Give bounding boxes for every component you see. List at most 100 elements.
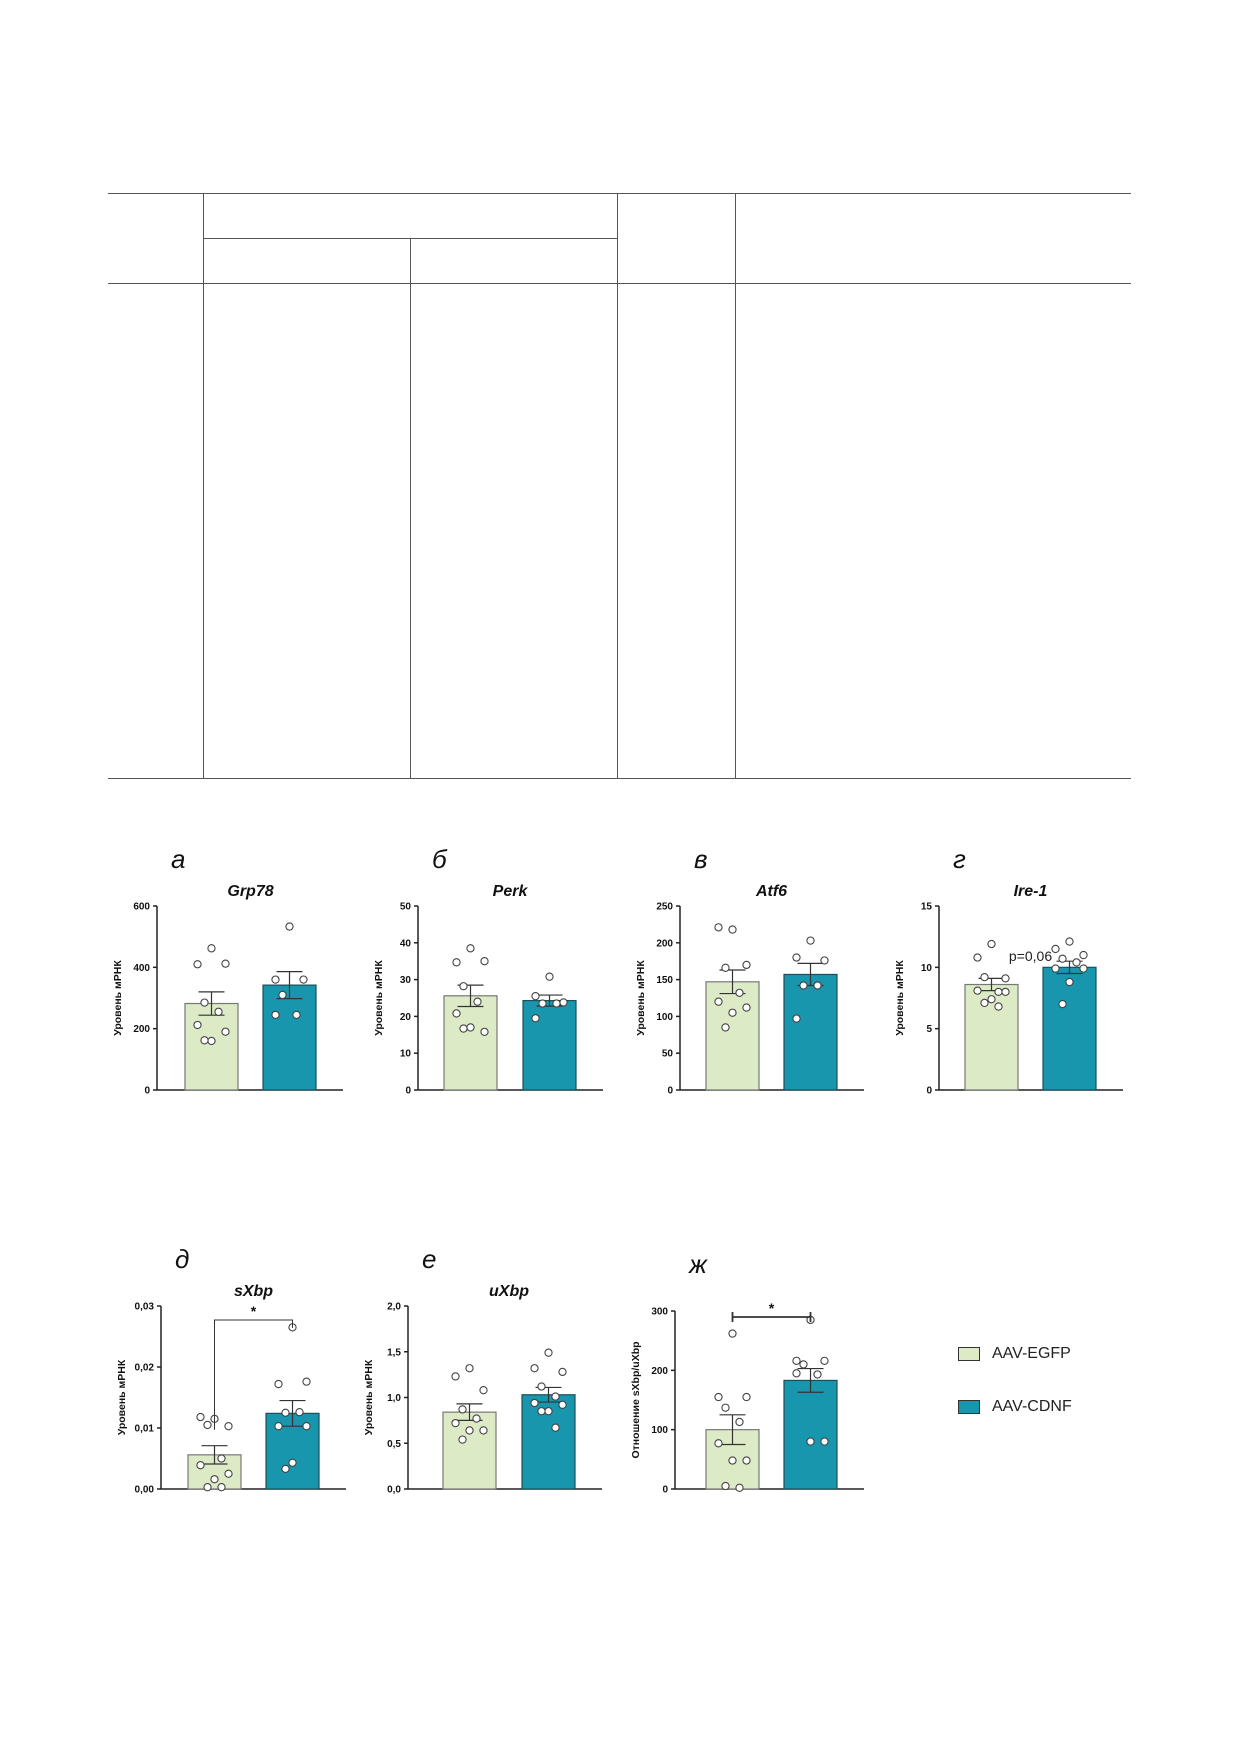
- panel-letter: а: [171, 844, 185, 874]
- data-point: [799, 981, 808, 990]
- y-tick-label: 0: [405, 1086, 411, 1097]
- data-point: [472, 1414, 481, 1423]
- data-point: [451, 1418, 460, 1428]
- data-point: [799, 1360, 808, 1369]
- data-point: [820, 1437, 829, 1446]
- y-axis-label: Уровень мРНК: [116, 1359, 128, 1435]
- data-point: [1051, 944, 1060, 954]
- data-point: [466, 1023, 475, 1032]
- y-tick-label: 0,0: [387, 1485, 401, 1496]
- legend-item-egfp: AAV-EGFP: [958, 1345, 1071, 1363]
- y-tick-label: 0,00: [135, 1485, 155, 1496]
- legend-swatch: [958, 1347, 980, 1361]
- chart-perk: б Perk 0 10 20 30 40 50 Уровень мРНК: [373, 844, 603, 1097]
- data-point: [196, 1412, 205, 1422]
- data-point: [1051, 964, 1060, 973]
- data-point: [813, 981, 822, 990]
- data-point: [452, 958, 461, 967]
- data-point: [299, 975, 308, 984]
- y-tick-label: 0,01: [135, 1424, 155, 1435]
- y-tick-label: 250: [656, 902, 673, 913]
- data-point: [458, 1405, 467, 1414]
- data-point: [820, 1356, 829, 1365]
- data-point: [530, 1364, 539, 1373]
- y-tick-label: 1,5: [387, 1347, 401, 1358]
- data-point: [714, 923, 723, 932]
- legend-label: AAV-EGFP: [992, 1345, 1071, 1362]
- data-point: [459, 982, 468, 991]
- chart-grp78: а Grp78 0 200 400 600 Уровень мРНК: [112, 844, 343, 1097]
- data-point: [994, 1002, 1003, 1011]
- chart-title: uXbp: [489, 1283, 529, 1300]
- data-point: [203, 1420, 212, 1430]
- y-axis-label: Отношение sXbp/uXbp: [630, 1341, 642, 1458]
- y-tick-label: 1,0: [387, 1393, 401, 1404]
- bar-cdnf: [783, 973, 838, 1091]
- data-point: [224, 1422, 233, 1431]
- y-tick-label: 40: [400, 938, 412, 949]
- y-tick-label: 0: [926, 1086, 932, 1097]
- chart-title: sXbp: [234, 1283, 273, 1300]
- legend-label: AAV-CDNF: [992, 1398, 1072, 1415]
- data-point: [452, 1009, 461, 1018]
- data-point: [735, 1483, 744, 1492]
- data-point: [973, 986, 982, 995]
- data-point: [792, 1014, 801, 1023]
- data-point: [1079, 950, 1088, 960]
- data-point: [479, 1426, 488, 1435]
- y-tick-label: 200: [133, 1024, 150, 1035]
- data-point: [728, 1329, 737, 1338]
- data-point: [728, 1456, 737, 1465]
- y-tick-label: 200: [651, 1366, 668, 1377]
- bar-cdnf: [522, 999, 577, 1091]
- y-tick-label: 30: [400, 975, 412, 986]
- significance-bracket: [731, 1312, 812, 1322]
- data-point: [559, 998, 568, 1007]
- data-point: [742, 1003, 751, 1012]
- significance-bracket: [214, 1319, 293, 1430]
- data-point: [281, 1408, 290, 1417]
- panel-letter: д: [175, 1244, 189, 1274]
- y-tick-label: 0,02: [135, 1363, 155, 1374]
- data-point: [302, 1422, 311, 1431]
- data-point: [292, 1010, 301, 1020]
- data-point: [1079, 964, 1088, 973]
- bar-cdnf: [783, 1379, 838, 1490]
- chart-title: Ire-1: [1014, 883, 1048, 900]
- bar-egfp: [442, 1411, 497, 1490]
- y-axis-label: Уровень мРНК: [363, 1359, 375, 1435]
- data-point: [537, 1407, 546, 1416]
- data-point: [721, 1481, 730, 1491]
- data-point: [1058, 999, 1067, 1009]
- data-point: [217, 1483, 226, 1492]
- y-tick-label: 300: [651, 1307, 668, 1318]
- data-point: [458, 1435, 467, 1444]
- bar-egfp: [705, 981, 760, 1091]
- data-point: [465, 1426, 474, 1435]
- panel-letter: в: [694, 844, 708, 874]
- data-point: [274, 1379, 283, 1389]
- data-point: [742, 1456, 751, 1465]
- data-point: [203, 1483, 212, 1492]
- data-point: [545, 972, 554, 981]
- y-tick-label: 100: [651, 1425, 668, 1436]
- data-point: [792, 1356, 801, 1365]
- data-point: [214, 1007, 223, 1016]
- data-point: [466, 944, 475, 953]
- data-point: [1001, 974, 1010, 983]
- data-point: [544, 1348, 553, 1357]
- data-point: [274, 1422, 283, 1431]
- data-point: [473, 997, 482, 1006]
- bar-cdnf: [262, 984, 317, 1091]
- data-point: [551, 1392, 560, 1401]
- y-tick-label: 100: [656, 1012, 673, 1023]
- y-tick-label: 2,0: [387, 1302, 401, 1313]
- y-axis-label: Уровень мРНК: [112, 960, 124, 1036]
- data-point: [994, 987, 1003, 997]
- data-point: [735, 1417, 744, 1427]
- chart-ire-1: г Ire-1 0 5 10 15 Уровень мРНК p=0,06: [894, 844, 1123, 1097]
- data-point: [813, 1370, 822, 1379]
- data-point: [742, 960, 751, 970]
- y-tick-label: 0,5: [387, 1439, 401, 1450]
